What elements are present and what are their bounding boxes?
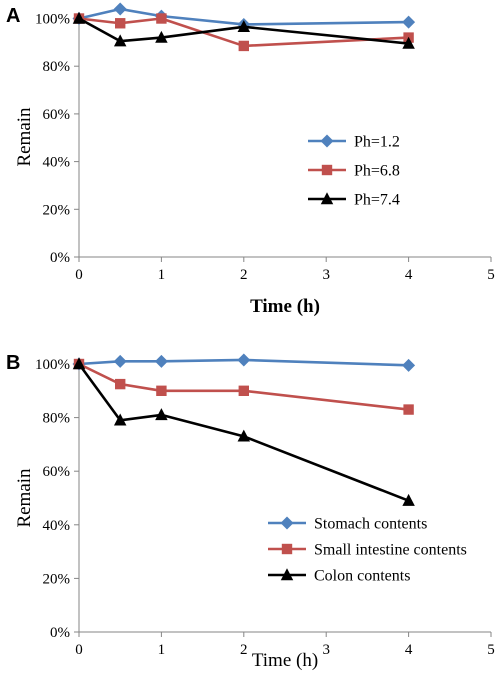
- legend-label: Small intestine contents: [314, 542, 467, 559]
- data-point: [72, 357, 86, 370]
- legend-marker: [280, 568, 294, 581]
- data-point: [402, 36, 415, 49]
- data-point: [113, 354, 127, 368]
- y-axis-title: Remain: [14, 107, 35, 167]
- data-point: [402, 493, 415, 506]
- data-point: [402, 15, 416, 29]
- legend-marker: [320, 134, 334, 148]
- x-tick-label: 3: [322, 642, 330, 658]
- legend-marker: [321, 164, 333, 176]
- data-point: [237, 20, 251, 33]
- data-point: [155, 30, 168, 43]
- legend-label: Colon contents: [314, 568, 410, 585]
- data-point: [237, 429, 251, 442]
- legend-label: Ph=1.2: [354, 134, 400, 151]
- data-point: [115, 378, 126, 390]
- y-tick-label: 80%: [43, 411, 71, 427]
- y-axis-title: Remain: [14, 468, 35, 528]
- panel-a: A 0% 20% 40% 60% 80% 100% 0 1 2 3 4 5 Remain Time …: [6, 2, 495, 317]
- y-tick-label: 20%: [43, 202, 71, 218]
- legend-label: Ph=7.4: [354, 192, 400, 209]
- y-tick-label: 0%: [50, 625, 70, 641]
- data-point: [72, 11, 86, 24]
- x-ticks: 0 1 2 3 4 5: [75, 257, 495, 283]
- data-point: [113, 2, 127, 16]
- data-point: [156, 385, 167, 396]
- x-tick-label: 2: [240, 267, 248, 283]
- y-tick-label: 80%: [43, 59, 71, 75]
- legend-label: Stomach contents: [314, 516, 427, 533]
- data-point: [113, 413, 127, 426]
- y-tick-label: 100%: [35, 357, 70, 373]
- panel-b: B 0% 20% 40% 60% 80% 100% 0 1 2 3 4 5 Remain Time …: [6, 352, 495, 671]
- panel-label: A: [6, 5, 20, 27]
- legend-marker: [280, 516, 294, 530]
- x-ticks: 0 1 2 3 4 5: [75, 632, 495, 658]
- plot-area: [72, 353, 416, 506]
- y-tick-label: 20%: [43, 571, 71, 587]
- x-tick-label: 2: [240, 642, 248, 658]
- data-point: [115, 18, 126, 29]
- y-tick-label: 100%: [35, 12, 70, 28]
- x-tick-label: 1: [158, 267, 166, 283]
- data-point: [238, 40, 249, 52]
- y-tick-label: 40%: [43, 155, 71, 171]
- data-point: [403, 404, 414, 415]
- x-tick-label: 3: [322, 267, 330, 283]
- plot-area: [72, 2, 416, 52]
- data-point: [238, 385, 249, 396]
- legend-marker: [281, 543, 293, 555]
- y-tick-label: 60%: [43, 464, 71, 480]
- y-tick-label: 60%: [43, 107, 71, 123]
- y-ticks: 0% 20% 40% 60% 80% 100%: [35, 12, 79, 266]
- y-ticks: 0% 20% 40% 60% 80% 100%: [35, 357, 79, 641]
- x-tick-label: 0: [75, 642, 83, 658]
- legend-marker: [320, 192, 334, 205]
- x-tick-label: 5: [487, 642, 495, 658]
- legend-label: Ph=6.8: [354, 163, 400, 180]
- axes: [78, 18, 491, 258]
- x-axis-title: Time (h): [252, 650, 318, 671]
- legend: Stomach contents Small intestine contents…: [268, 516, 467, 585]
- x-axis-title: Time (h): [250, 296, 320, 317]
- data-point: [237, 353, 251, 367]
- data-point: [113, 34, 127, 47]
- y-tick-label: 40%: [43, 518, 71, 534]
- data-point: [154, 354, 168, 368]
- x-tick-label: 4: [405, 267, 413, 283]
- axes: [78, 363, 491, 633]
- x-tick-label: 4: [405, 642, 413, 658]
- data-point: [155, 408, 168, 421]
- legend: Ph=1.2 Ph=6.8 Ph=7.4: [308, 134, 400, 209]
- data-point: [402, 358, 416, 372]
- y-tick-label: 0%: [50, 250, 70, 266]
- x-tick-label: 5: [487, 267, 495, 283]
- data-point: [156, 13, 167, 24]
- panel-label: B: [6, 352, 20, 374]
- x-tick-label: 1: [158, 642, 166, 658]
- x-tick-label: 0: [75, 267, 83, 283]
